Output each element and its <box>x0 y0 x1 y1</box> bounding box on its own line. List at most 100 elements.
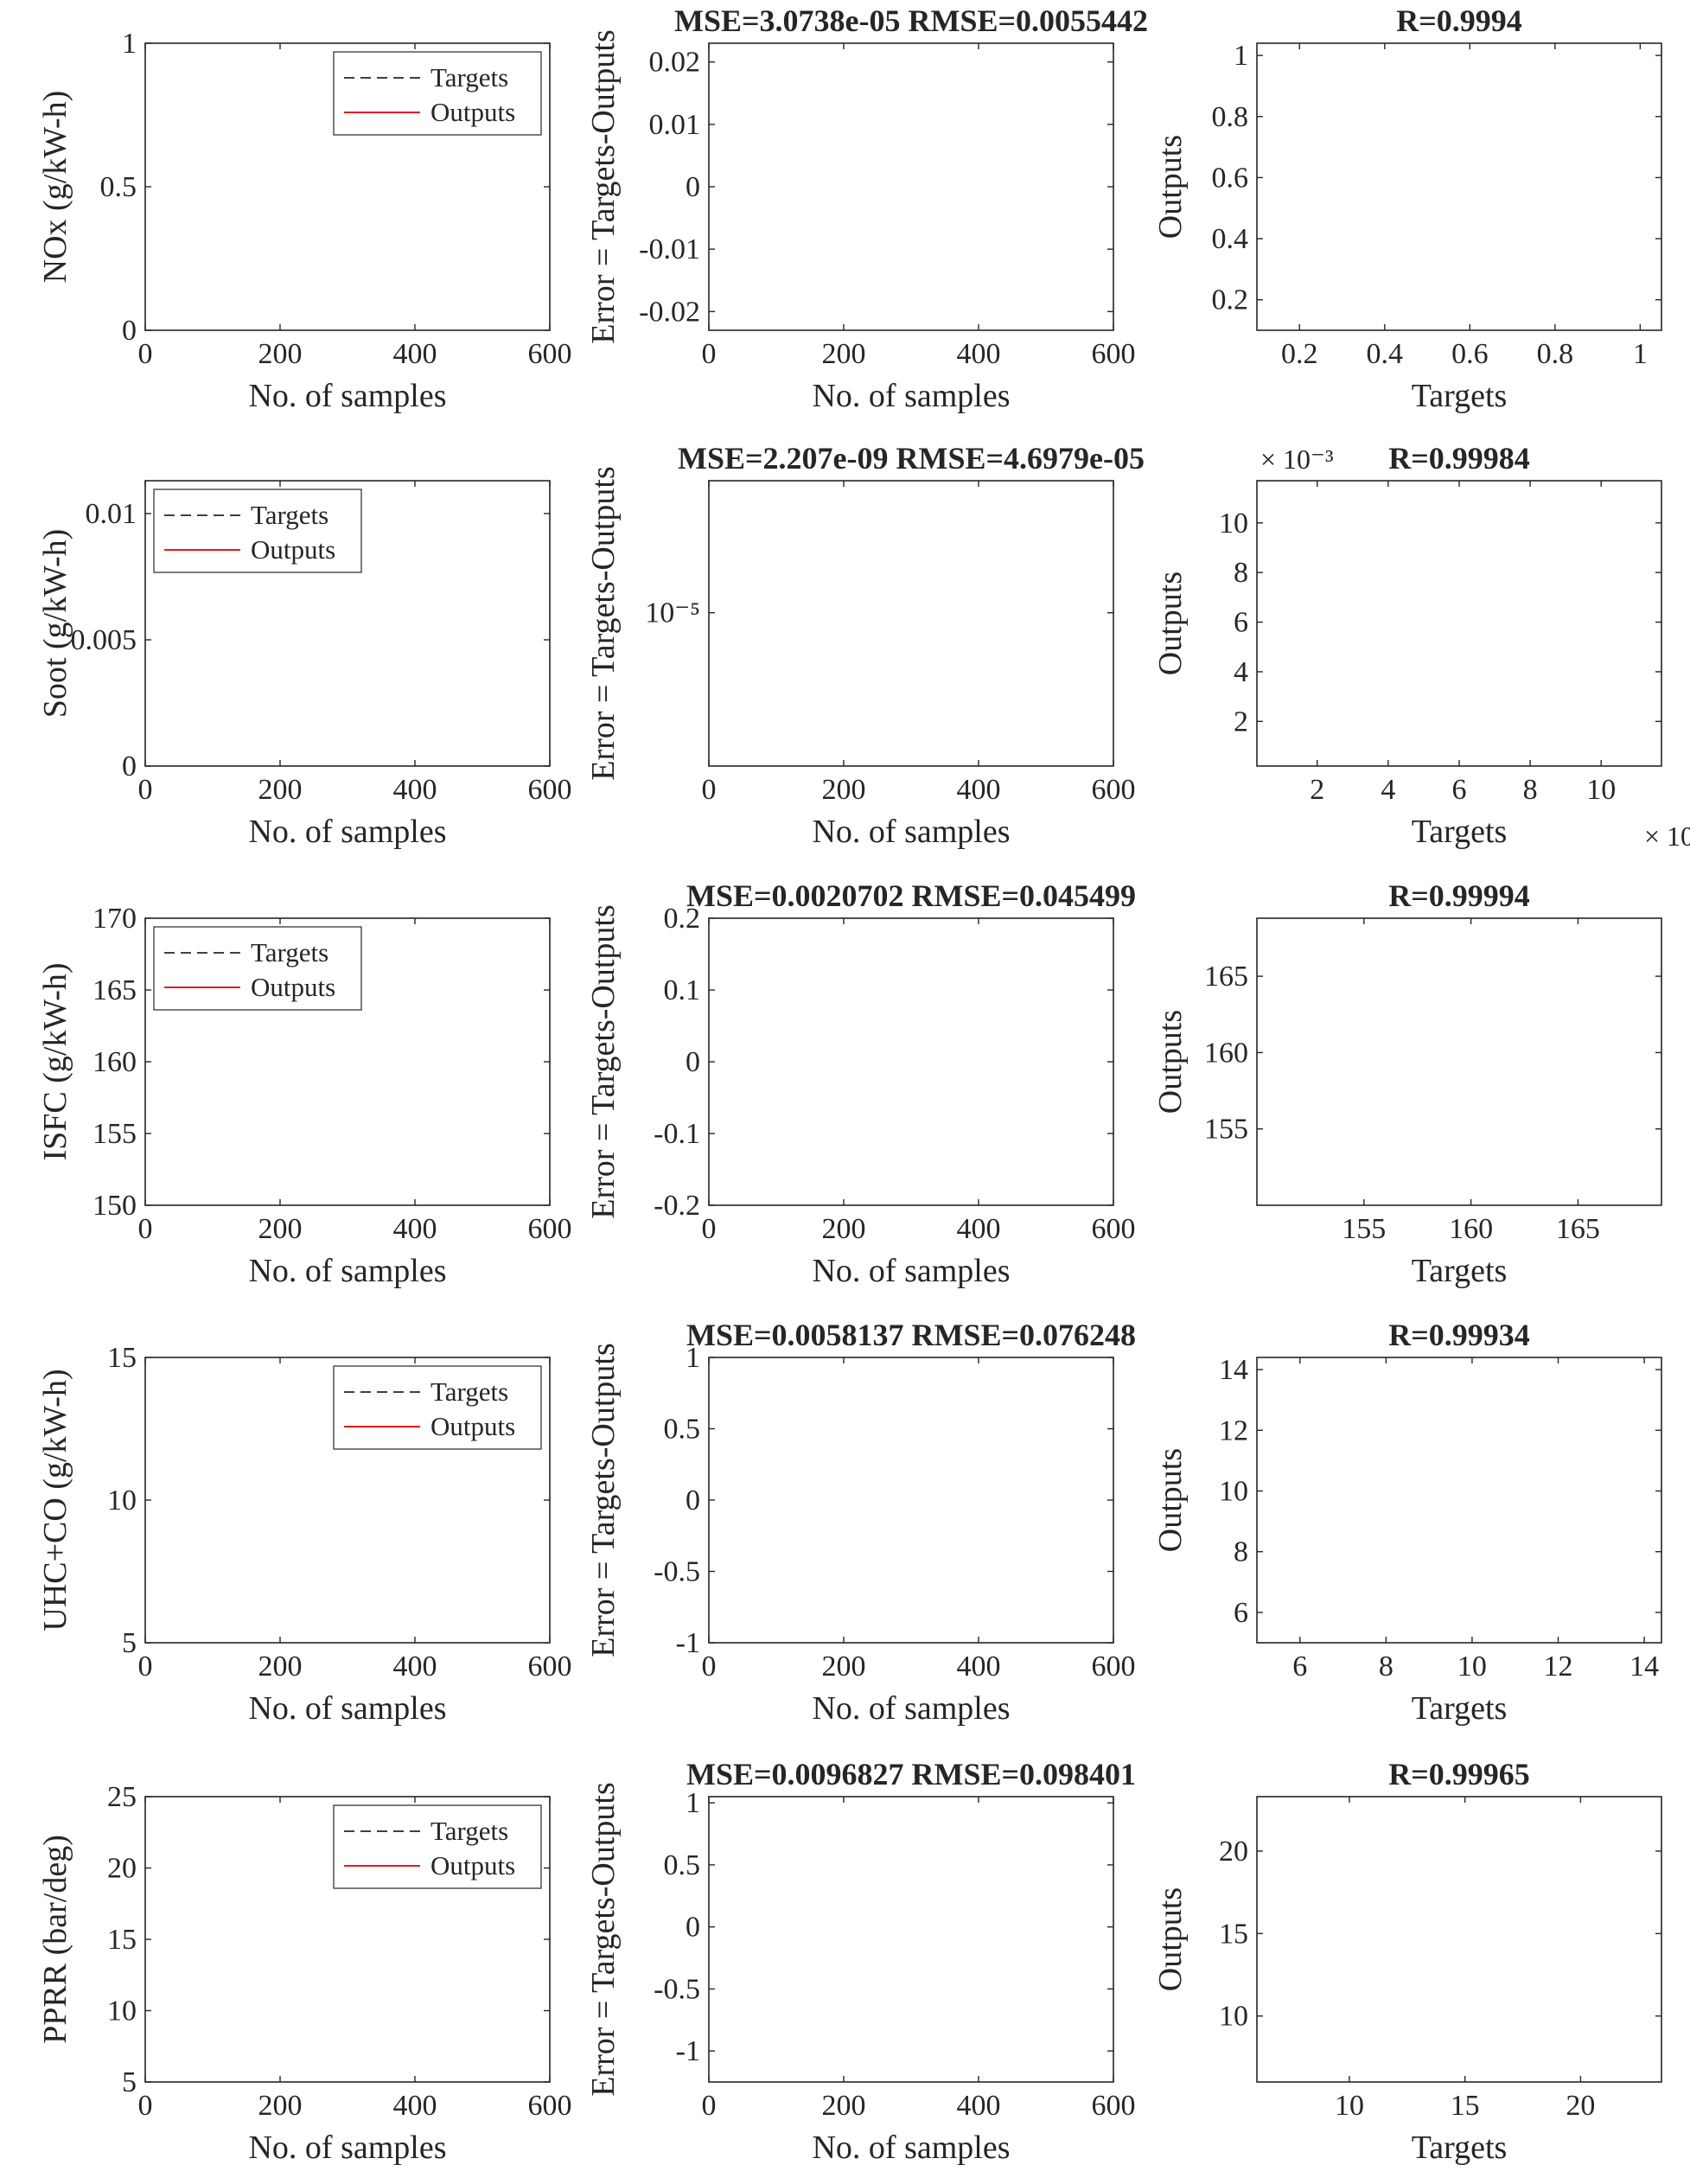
legend-box <box>153 489 362 573</box>
chart-panel-r4-c3: 6 8 10 12 14 6 8 10 12 14 Targets Outputs R=0.99934 <box>1152 1318 1662 1727</box>
y-axis-multiplier: × 10⁻³ <box>1260 444 1334 475</box>
x-axis-multiplier: × 10⁻³ <box>1644 821 1690 852</box>
legend: Targets Outputs <box>333 51 542 136</box>
y-axis-label: Error = Targets-Outputs <box>585 466 622 781</box>
y-tick-label: -0.5 <box>654 1556 700 1588</box>
x-axis-label: Targets <box>1412 2130 1508 2166</box>
axes-frame <box>1256 1357 1662 1644</box>
chart-title: MSE=3.0738e-05 RMSE=0.0055442 <box>674 3 1148 38</box>
y-axis-label: Error = Targets-Outputs <box>585 29 622 344</box>
legend-box <box>333 1365 542 1450</box>
y-axis-label: Error = Targets-Outputs <box>585 1343 622 1657</box>
y-axis-label: Soot (g/kW-h) <box>37 529 73 718</box>
y-tick-label: 0.005 <box>71 624 137 656</box>
chart-panel-r5-c2: 0 200 400 600 -1 -0.5 0 0.5 1 No. of samples Error… <box>585 1757 1136 2166</box>
x-tick-label: 8 <box>1523 774 1538 806</box>
x-tick-label: 4 <box>1381 774 1395 806</box>
x-tick-label: 0 <box>138 774 153 806</box>
legend-targets-label: Targets <box>430 1816 508 1846</box>
x-tick-label: 200 <box>822 774 866 806</box>
legend: Targets Outputs <box>333 1365 542 1450</box>
y-tick-label: 10 <box>1219 1475 1248 1507</box>
y-tick-label: 0.8 <box>1212 101 1249 133</box>
y-tick-label: -0.02 <box>639 296 700 328</box>
y-tick-label: 160 <box>1204 1037 1248 1069</box>
x-tick-label: 200 <box>258 774 303 806</box>
chart-panel-r2-c2: 0 200 400 600 10⁻⁵ No. of samples Error = Targ… <box>585 441 1145 850</box>
y-tick-label: 15 <box>1219 1918 1248 1950</box>
chart-title: R=0.99984 <box>1388 441 1530 476</box>
y-tick-label: 1 <box>686 1342 700 1374</box>
x-tick-label: 0 <box>138 1213 153 1245</box>
y-tick-label: 15 <box>107 1342 137 1374</box>
y-tick-label: 155 <box>1204 1114 1248 1146</box>
y-axis-label: PPRR (bar/deg) <box>37 1835 73 2044</box>
y-axis-label: UHC+CO (g/kW-h) <box>37 1369 73 1631</box>
chart-panel-r4-c2: 0 200 400 600 -1 -0.5 0 0.5 1 No. of samples Error… <box>585 1318 1136 1727</box>
chart-panel-r3-c2: 0 200 400 600 -0.2 -0.1 0 0.1 0.2 No. of samples E… <box>585 878 1136 1289</box>
y-tick-label: 5 <box>122 1627 137 1659</box>
y-tick-label: -1 <box>676 2035 700 2067</box>
chart-panel-r2-c1: 0 200 400 600 0 0.005 0.01 No. of samples Soot (… <box>37 480 572 850</box>
y-tick-label: 0 <box>122 750 137 782</box>
y-tick-label: 0 <box>686 171 700 203</box>
y-tick-label: 0.2 <box>1212 284 1249 316</box>
legend-box <box>333 1804 542 1889</box>
x-tick-label: 0 <box>138 1651 153 1683</box>
x-tick-label: 0 <box>702 1213 717 1245</box>
x-tick-label: 400 <box>393 774 437 806</box>
chart-title: MSE=0.0058137 RMSE=0.076248 <box>686 1318 1136 1352</box>
y-axis-label: Outputs <box>1152 1010 1189 1114</box>
chart-panel-r1-c3: 0.2 0.4 0.6 0.8 1 0.2 0.4 0.6 0.8 1 Targets Outputs… <box>1152 3 1662 414</box>
x-axis-label: No. of samples <box>248 814 446 850</box>
chart-title: R=0.9994 <box>1396 3 1522 38</box>
y-tick-label: -0.01 <box>639 233 700 265</box>
y-tick-label: 0.6 <box>1212 162 1249 194</box>
legend-box <box>333 51 542 136</box>
x-tick-label: 600 <box>1092 1651 1136 1683</box>
x-axis-label: Targets <box>1412 1690 1508 1727</box>
y-tick-label: 1 <box>122 28 137 60</box>
x-tick-label: 2 <box>1310 774 1324 806</box>
y-axis-label: Outputs <box>1152 572 1189 675</box>
x-tick-label: 0 <box>138 338 153 370</box>
legend: Targets Outputs <box>153 926 362 1011</box>
legend: Targets Outputs <box>153 489 362 573</box>
axes-frame <box>708 1796 1114 2083</box>
y-tick-label: 0.01 <box>649 109 701 141</box>
y-axis-label: Outputs <box>1152 1887 1189 1991</box>
legend-outputs-label: Outputs <box>430 97 515 127</box>
legend-outputs-label: Outputs <box>430 1850 515 1881</box>
y-axis-label: Error = Targets-Outputs <box>585 1782 622 2097</box>
x-tick-label: 600 <box>528 2090 572 2122</box>
y-tick-label: 10 <box>1219 508 1248 540</box>
x-tick-label: 200 <box>822 2090 866 2122</box>
x-tick-label: 400 <box>957 1213 1001 1245</box>
chart-title: R=0.99965 <box>1388 1757 1530 1791</box>
x-tick-label: 0 <box>702 2090 717 2122</box>
x-tick-label: 0 <box>702 1651 717 1683</box>
x-axis-label: No. of samples <box>248 2130 446 2166</box>
y-tick-label: 4 <box>1234 656 1248 688</box>
y-axis-label: ISFC (g/kW-h) <box>37 962 73 1160</box>
y-tick-label: 8 <box>1234 1536 1248 1568</box>
y-tick-label: 170 <box>92 903 137 935</box>
x-tick-label: 160 <box>1449 1213 1493 1245</box>
x-tick-label: 0.2 <box>1281 338 1318 370</box>
chart-panel-r3-c1: 0 200 400 600 150 155 160 165 170 No. of samples I… <box>37 903 572 1289</box>
chart-title: R=0.99994 <box>1388 878 1530 913</box>
legend-targets-label: Targets <box>430 1376 508 1407</box>
y-tick-label: 25 <box>107 1781 137 1813</box>
y-tick-label: 165 <box>1204 961 1248 993</box>
x-tick-label: 400 <box>957 338 1001 370</box>
x-tick-label: 12 <box>1544 1651 1573 1683</box>
y-tick-label: 6 <box>1234 1597 1248 1629</box>
x-tick-label: 0 <box>138 2090 153 2122</box>
axes-frame <box>1256 917 1662 1206</box>
axes-frame <box>1256 42 1662 331</box>
y-tick-label: 0.5 <box>664 1414 701 1446</box>
chart-panel-r3-c3: 155 160 165 155 160 165 Targets Outputs R=0.9999… <box>1152 878 1662 1289</box>
x-tick-label: 10 <box>1586 774 1616 806</box>
x-tick-label: 14 <box>1629 1651 1659 1683</box>
